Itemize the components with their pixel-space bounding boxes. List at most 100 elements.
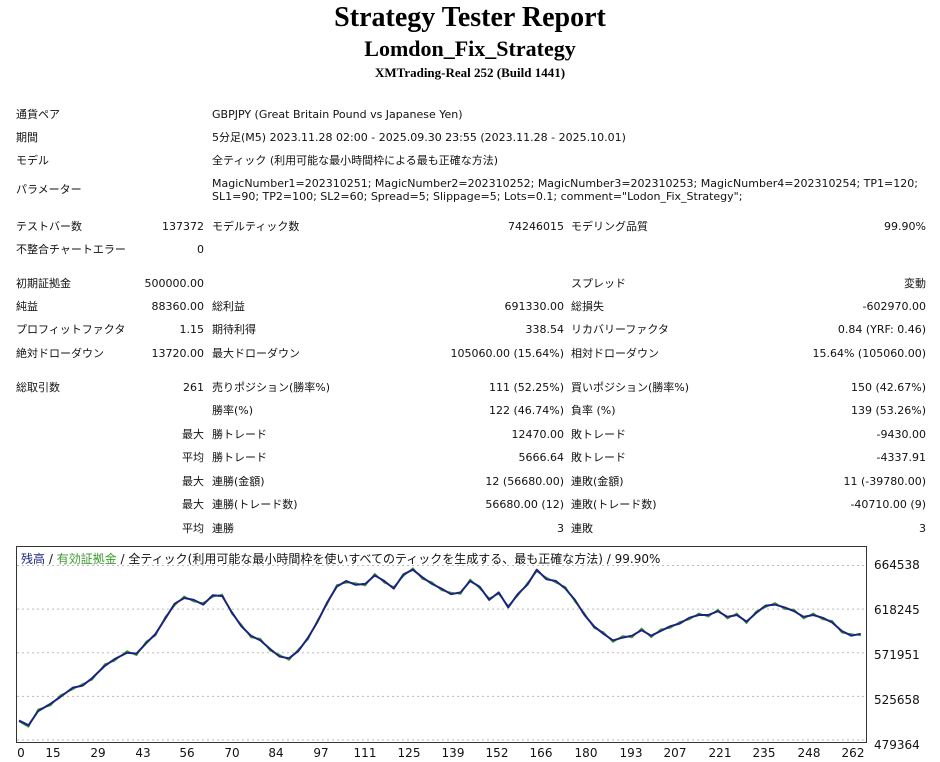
gross-loss-label: 総損失 [571, 300, 604, 313]
chart-legend: 残高 / 有効証拠金 / 全ティック(利用可能な最小時間枠を使いすべてのティック… [21, 550, 660, 567]
model-label: モデル [16, 154, 49, 167]
net-value: 88360.00 [151, 300, 205, 313]
max-consec-wins-label: 連勝(金額) [212, 475, 265, 488]
avg-consec-wins-value: 3 [557, 522, 564, 535]
deposit-label: 初期証拠金 [16, 277, 71, 290]
quality-label: モデリング品質 [571, 220, 648, 233]
avg-prefix-2: 平均 [182, 522, 204, 535]
period-value: 5分足(M5) 2023.11.28 02:00 - 2025.09.30 23… [212, 131, 626, 144]
bars-label: テストバー数 [16, 220, 82, 233]
max-consec-loss-label: 連敗(トレード数) [571, 498, 657, 511]
x-tick-label: 180 [574, 746, 598, 760]
y-tick-label: 618245 [874, 603, 920, 617]
x-tick-label: 15 [45, 746, 61, 760]
max-prefix-3: 最大 [182, 498, 204, 511]
recovery-label: リカバリーファクタ [571, 323, 669, 336]
symbol-value: GBPJPY (Great Britain Pound vs Japanese … [212, 108, 463, 121]
x-tick-label: 262 [841, 746, 865, 760]
x-tick-label: 166 [529, 746, 553, 760]
deposit-value: 500000.00 [144, 277, 205, 290]
trades-label: 総取引数 [16, 381, 60, 394]
equity-line [18, 567, 861, 728]
loss-rate-value: 139 (53.26%) [850, 404, 926, 417]
spread-value: 変動 [904, 277, 926, 290]
max-dd-value: 105060.00 (15.64%) [450, 347, 564, 360]
y-tick-label: 525658 [874, 693, 920, 707]
params-line-1: MagicNumber1=202310251; MagicNumber2=202… [212, 177, 918, 190]
largest-loss-value: -9430.00 [876, 428, 926, 441]
balance-line [18, 568, 861, 727]
x-tick-label: 235 [752, 746, 776, 760]
x-tick-label: 43 [135, 746, 151, 760]
largest-win-value: 12470.00 [511, 428, 565, 441]
pf-value: 1.15 [179, 323, 205, 336]
pf-label: プロフィットファクタ [16, 323, 126, 336]
max-consec-losses-value: 11 (-39780.00) [843, 475, 926, 488]
report-title: Strategy Tester Report [334, 2, 606, 33]
x-tick-label: 125 [397, 746, 421, 760]
x-tick-label: 193 [619, 746, 643, 760]
long-value: 150 (42.67%) [850, 381, 926, 394]
ticks-value: 74246015 [508, 220, 564, 233]
period-label: 期間 [16, 131, 38, 144]
gross-profit-value: 691330.00 [504, 300, 565, 313]
x-tick-label: 29 [90, 746, 106, 760]
avg-prefix-1: 平均 [182, 451, 204, 464]
x-tick-label: 56 [179, 746, 195, 760]
win-rate-value: 122 (46.74%) [488, 404, 564, 417]
y-tick-label: 479364 [874, 738, 920, 752]
expected-value: 338.54 [525, 323, 565, 336]
max-consec-profit-label: 連勝(トレード数) [212, 498, 298, 511]
x-tick-label: 70 [224, 746, 240, 760]
avg-consec-losses-label: 連敗 [571, 522, 593, 535]
max-consec-profit-value: 56680.00 (12) [485, 498, 564, 511]
avg-win-value: 5666.64 [518, 451, 565, 464]
win-rate-label: 勝率(%) [212, 404, 254, 417]
mismatch-label: 不整合チャートエラー [16, 243, 126, 256]
y-tick-label: 571951 [874, 648, 920, 662]
loss-rate-label: 負率 (%) [571, 404, 616, 417]
legend-separator: / [602, 552, 615, 566]
params-line-2: SL1=90; TP2=100; SL2=60; Spread=5; Slipp… [212, 190, 743, 203]
gross-loss-value: -602970.00 [862, 300, 926, 313]
y-tick-label: 664538 [874, 558, 920, 572]
symbol-label: 通貨ペア [16, 108, 60, 121]
x-tick-label: 139 [441, 746, 465, 760]
rel-dd-label: 相対ドローダウン [571, 347, 659, 360]
short-label: 売りポジション(勝率%) [212, 381, 331, 394]
avg-consec-losses-value: 3 [919, 522, 926, 535]
legend-separator: / [116, 552, 129, 566]
x-tick-label: 221 [708, 746, 732, 760]
net-label: 純益 [16, 300, 38, 313]
long-label: 買いポジション(勝率%) [571, 381, 690, 394]
trades-value: 261 [183, 381, 204, 394]
max-prefix-2: 最大 [182, 475, 204, 488]
spread-label: スプレッド [571, 277, 626, 290]
gross-profit-label: 総利益 [212, 300, 245, 313]
mismatch-value: 0 [197, 243, 204, 256]
max-prefix-1: 最大 [182, 428, 204, 441]
max-consec-wins-value: 12 (56680.00) [485, 475, 564, 488]
abs-dd-label: 絶対ドローダウン [16, 347, 104, 360]
legend-separator: / [45, 552, 57, 566]
largest-win-label: 勝トレード [212, 428, 267, 441]
x-tick-label: 248 [797, 746, 821, 760]
x-tick-label: 0 [17, 746, 25, 760]
strategy-name: Lomdon_Fix_Strategy [364, 36, 576, 61]
x-tick-label: 207 [663, 746, 687, 760]
legend-equity: 有効証拠金 [56, 552, 117, 566]
x-tick-label: 111 [353, 746, 377, 760]
avg-loss-value: -4337.91 [876, 451, 926, 464]
balance-chart-plot [17, 564, 866, 741]
rel-dd-value: 15.64% (105060.00) [812, 347, 926, 360]
model-value: 全ティック (利用可能な最小時間枠による最も正確な方法) [212, 154, 499, 167]
server-info: XMTrading-Real 252 (Build 1441) [374, 65, 566, 80]
avg-consec-wins-label: 連勝 [212, 522, 234, 535]
max-dd-label: 最大ドローダウン [212, 347, 300, 360]
legend-balance: 残高 [21, 552, 46, 566]
expected-label: 期待利得 [212, 323, 256, 336]
max-consec-losses-label: 連敗(金額) [571, 475, 624, 488]
bars-value: 137372 [162, 220, 204, 233]
avg-win-label: 勝トレード [212, 451, 267, 464]
abs-dd-value: 13720.00 [151, 347, 205, 360]
